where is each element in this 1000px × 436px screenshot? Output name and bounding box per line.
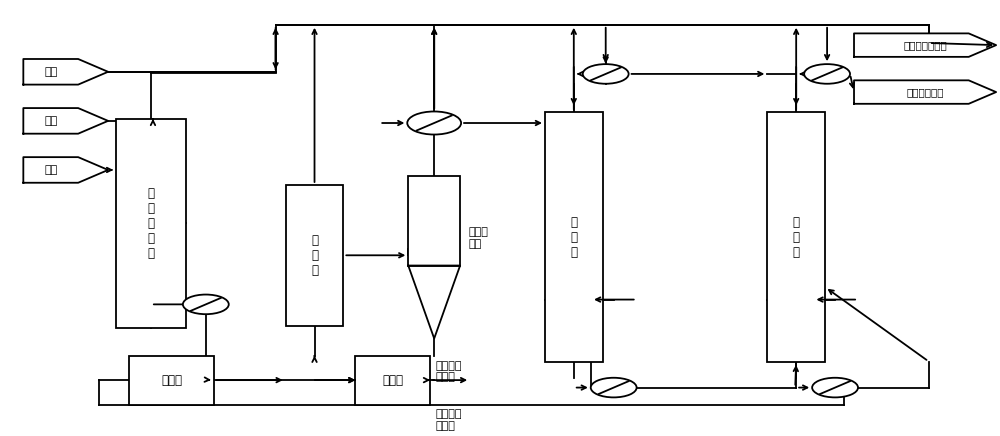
Circle shape <box>583 64 629 84</box>
Text: 去产品中间罐: 去产品中间罐 <box>906 87 944 97</box>
Text: 去废渣处
理系统: 去废渣处 理系统 <box>435 361 462 382</box>
Polygon shape <box>23 157 108 183</box>
Circle shape <box>812 378 858 397</box>
Text: 粗
酯
塔: 粗 酯 塔 <box>570 216 577 259</box>
Bar <box>116 119 186 328</box>
Text: 合
成
反
应
器: 合 成 反 应 器 <box>147 187 154 260</box>
Text: 精
酯
塔: 精 酯 塔 <box>793 216 800 259</box>
Circle shape <box>407 112 461 135</box>
Polygon shape <box>23 59 108 85</box>
Text: 甲胺: 甲胺 <box>44 165 57 175</box>
Bar <box>545 112 603 362</box>
Circle shape <box>804 64 850 84</box>
Text: 除渣器: 除渣器 <box>382 374 403 387</box>
Polygon shape <box>23 108 108 134</box>
Bar <box>129 356 214 405</box>
Circle shape <box>183 295 229 314</box>
Bar <box>408 176 460 266</box>
Text: 混液槽: 混液槽 <box>161 374 182 387</box>
Bar <box>767 112 825 362</box>
Bar <box>286 185 343 326</box>
Polygon shape <box>854 34 996 57</box>
Text: 光气: 光气 <box>44 116 57 126</box>
Bar <box>355 356 430 405</box>
Text: 分
解
器: 分 解 器 <box>311 234 318 277</box>
Text: 汽液分
离器: 汽液分 离器 <box>468 227 488 249</box>
Text: 去废渣处
理系统: 去废渣处 理系统 <box>435 409 462 430</box>
Polygon shape <box>854 80 996 104</box>
Text: 去尾气处理系统: 去尾气处理系统 <box>903 40 947 50</box>
Circle shape <box>591 378 637 397</box>
Text: 溶剂: 溶剂 <box>44 67 57 77</box>
